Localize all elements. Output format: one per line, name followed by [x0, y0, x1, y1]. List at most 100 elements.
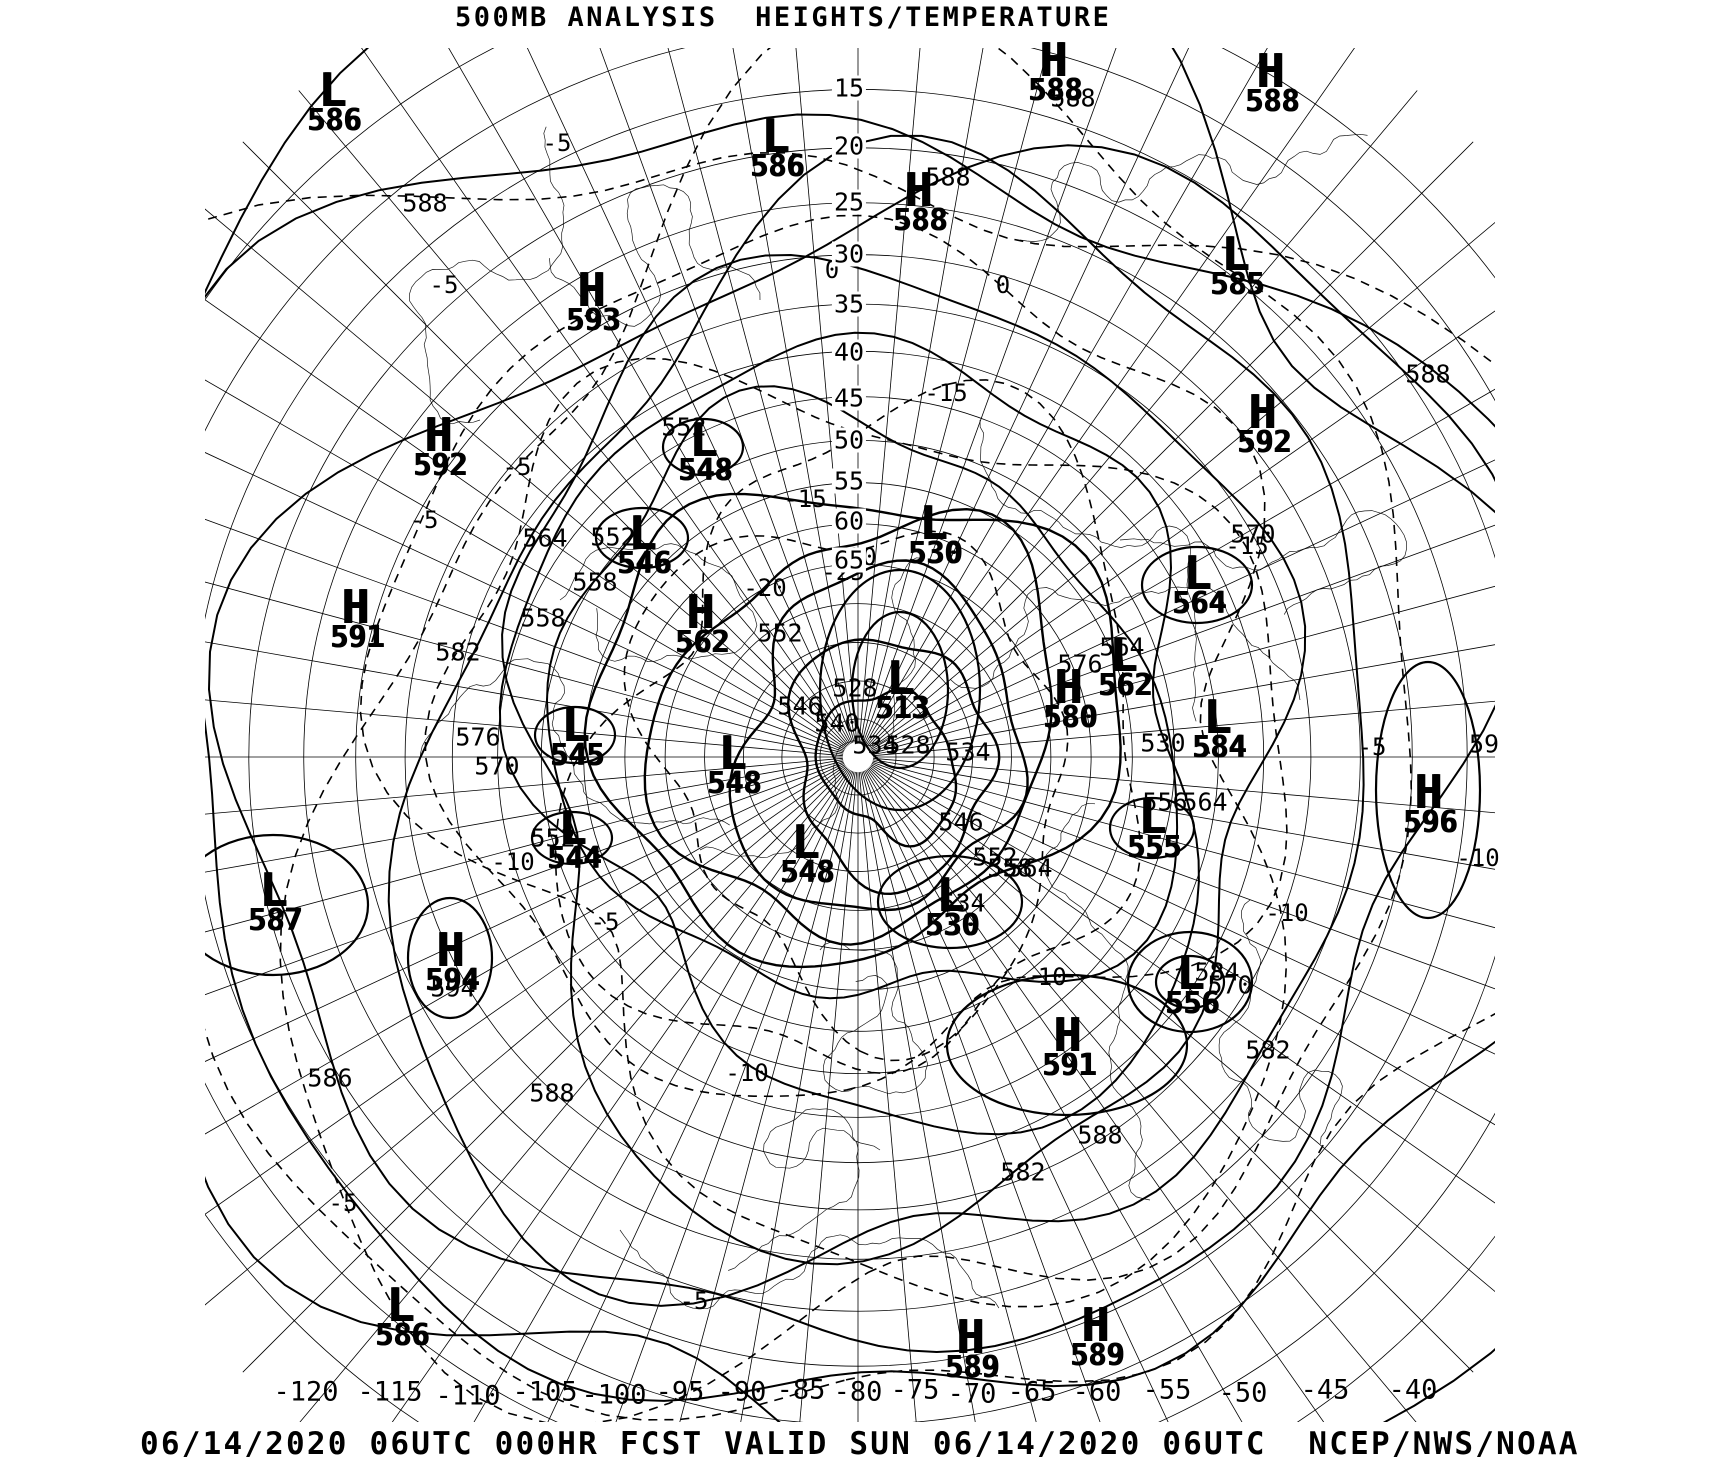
- meridian-line: [526, 48, 852, 744]
- meridian-line: [872, 759, 1495, 870]
- meridian-line: [205, 759, 844, 873]
- latitude-label: 65: [831, 545, 867, 575]
- feature-ring: [876, 854, 1024, 950]
- height-contour-546: [643, 507, 1053, 946]
- meridian-line: [205, 763, 845, 1062]
- height-contour-558: [545, 385, 1179, 1000]
- longitude-label: -90: [717, 1376, 767, 1408]
- contour-label: 576: [1057, 649, 1103, 679]
- temperature-label: -5: [542, 129, 572, 157]
- contour-label: 540: [814, 708, 860, 738]
- feature-ring: [945, 973, 1189, 1117]
- longitude-label: -40: [1388, 1374, 1438, 1406]
- feature-ring: [1154, 954, 1226, 1010]
- pressure-center-value: 586: [749, 149, 805, 184]
- meridian-line: [860, 771, 976, 1422]
- coastline-path: [728, 1108, 881, 1271]
- contour-label: 588: [1050, 83, 1096, 113]
- meridian-line: [867, 90, 1418, 746]
- longitude-label: -95: [655, 1376, 705, 1408]
- meridian-line: [870, 310, 1495, 749]
- pressure-center-value: 530: [924, 908, 980, 943]
- height-contours: [205, 48, 1495, 1422]
- meridian-line: [205, 641, 844, 755]
- meridian-line: [869, 221, 1495, 748]
- temperature-label: 0: [995, 271, 1011, 299]
- latitude-label: 15: [831, 73, 867, 103]
- pressure-center-letter: L: [761, 109, 789, 163]
- height-contour-534: [786, 638, 1001, 896]
- pressure-center-value: 589: [944, 1350, 1000, 1385]
- feature-rings: [205, 417, 1482, 1117]
- feature-ring: [205, 833, 370, 977]
- pressure-center-letter: H: [1054, 660, 1082, 714]
- pressure-center-letter: H: [424, 408, 452, 462]
- meridian-line: [872, 761, 1495, 990]
- coastline-path: [1019, 133, 1368, 242]
- pressure-center-value: 586: [374, 1318, 430, 1353]
- contour-label: 552: [757, 618, 803, 648]
- coastline-path: [619, 1229, 1000, 1310]
- feature-ring: [594, 506, 690, 570]
- pressure-center-letter: L: [886, 651, 914, 705]
- latitude-label: 40: [831, 337, 867, 367]
- pressure-center-value: 546: [616, 546, 672, 581]
- pressure-center-letter: L: [1203, 690, 1231, 744]
- meridian-line: [679, 771, 855, 1422]
- contour-label: 564: [522, 523, 568, 553]
- contour-label: 594: [430, 973, 476, 1003]
- height-contour-528: [814, 687, 958, 848]
- meridian-line: [865, 48, 1268, 745]
- meridian-line: [242, 767, 848, 1373]
- meridian-line: [205, 379, 846, 750]
- meridian-line: [858, 772, 917, 1422]
- coastline-path: [559, 543, 758, 662]
- temperature-label: -10: [1023, 963, 1067, 991]
- meridian-line: [205, 765, 846, 1215]
- meridian-line: [667, 48, 855, 743]
- height-contour-564: [498, 331, 1200, 1136]
- pressure-center-letter: L: [936, 868, 964, 922]
- meridian-line: [865, 769, 1243, 1422]
- contour-label: 570: [474, 751, 520, 781]
- pressure-center-value: 594: [424, 963, 480, 998]
- temperature-label: -10: [491, 848, 535, 876]
- meridian-line: [862, 48, 1117, 743]
- temperature-label: -5: [429, 271, 459, 299]
- feature-ring: [406, 896, 494, 1020]
- latitude-label: 45: [831, 383, 867, 413]
- contour-label: 564: [1182, 787, 1228, 817]
- contour-label: 552: [972, 842, 1018, 872]
- meridian-line: [448, 48, 851, 745]
- pressure-center-letter: H: [686, 585, 714, 639]
- contour-label: 576: [455, 722, 501, 752]
- temperature-label: -5: [328, 1189, 358, 1217]
- pressure-center-letter: H: [1039, 33, 1067, 87]
- meridian-line: [615, 771, 854, 1422]
- contour-label: 552: [530, 823, 576, 853]
- pressure-center-letter: H: [956, 1310, 984, 1364]
- meridian-line: [866, 48, 1355, 745]
- pressure-center-letter: L: [791, 815, 819, 869]
- contour-label: 59: [1468, 729, 1500, 759]
- meridian-line: [870, 388, 1495, 750]
- latitude-label: 35: [831, 289, 867, 319]
- coastline-path: [819, 941, 929, 1095]
- feature-ring: [661, 417, 745, 477]
- meridian-line: [205, 764, 846, 1135]
- meridian-line: [868, 141, 1474, 747]
- meridian-line: [873, 700, 1495, 757]
- meridian-line: [864, 48, 1190, 744]
- height-contour-552: [583, 492, 1122, 969]
- feature-ring: [533, 705, 617, 765]
- coastline-path: [699, 557, 924, 858]
- feature-ring: [1126, 930, 1254, 1034]
- pressure-center-value: 556: [1164, 986, 1220, 1021]
- contour-label: 588: [529, 1078, 575, 1108]
- temperature-label: -10: [725, 1059, 769, 1087]
- feature-ring: [1140, 545, 1254, 625]
- meridian-line: [205, 581, 844, 754]
- pressure-center-value: 587: [247, 903, 303, 938]
- meridian-line: [868, 767, 1474, 1373]
